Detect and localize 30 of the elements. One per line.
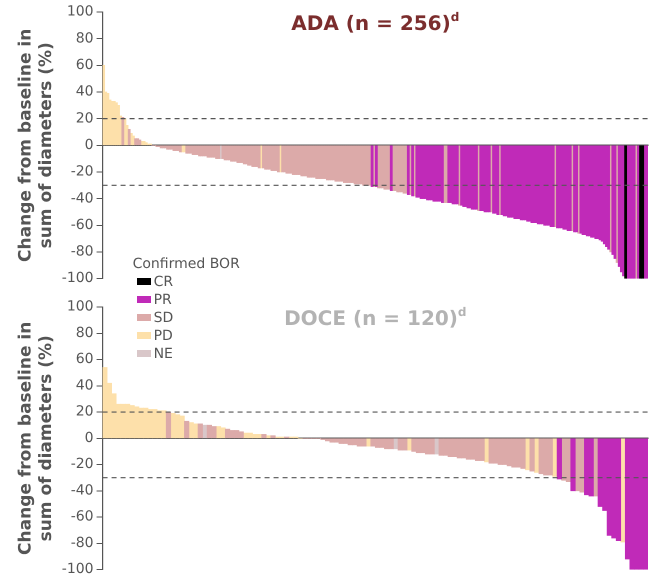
- y-axis-title: Change from baseline in sum of diameters (%): [16, 322, 56, 555]
- legend-label: NE: [154, 344, 173, 363]
- y-tick-label: -20: [70, 456, 94, 472]
- y-tick-label: 0: [84, 430, 94, 446]
- y-tick-label: -40: [70, 190, 94, 206]
- y-tick-label: 40: [76, 377, 94, 394]
- y-tick-label: -60: [70, 508, 94, 525]
- y-tick-label: 60: [76, 56, 94, 73]
- y-tick-label: -80: [70, 244, 94, 260]
- y-tick-label: -20: [70, 164, 94, 180]
- legend-label: PR: [154, 290, 172, 309]
- legend-label: SD: [154, 308, 174, 327]
- legend-title: Confirmed BOR: [132, 254, 240, 273]
- y-tick-label: 20: [76, 404, 94, 420]
- y-tick-label: -100: [62, 561, 94, 578]
- y-tick-label: 100: [66, 4, 94, 20]
- y-tick-label: 40: [76, 84, 94, 100]
- y-tick-label: 60: [76, 351, 94, 368]
- y-tick-label: 80: [76, 30, 94, 46]
- y-axis-title: Change from baseline in sum of diameters (%): [16, 28, 56, 262]
- y-tick-label: -60: [70, 216, 94, 233]
- y-tick-label: -100: [62, 270, 94, 286]
- y-tick-label: 20: [76, 110, 94, 126]
- y-tick-label: 0: [84, 136, 94, 153]
- legend-label: PD: [154, 326, 173, 345]
- y-tick-label: -80: [70, 534, 94, 551]
- y-tick-label: 100: [66, 298, 94, 315]
- y-tick-label: 80: [76, 324, 94, 341]
- legend-label: CR: [154, 272, 174, 291]
- y-tick-label: -40: [70, 482, 94, 498]
